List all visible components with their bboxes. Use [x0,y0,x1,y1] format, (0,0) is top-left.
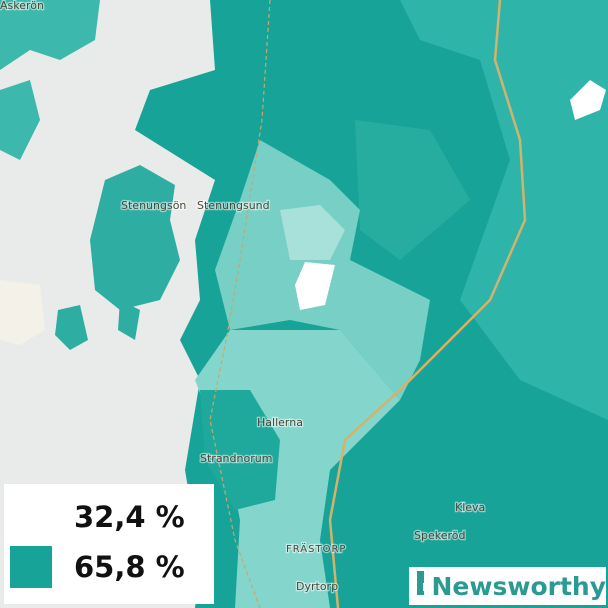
brand: Newsworthy [409,567,606,605]
place-label: Askerön [0,0,44,12]
legend-swatch [10,496,52,538]
region-white [570,80,606,120]
legend-swatch [10,546,52,588]
place-label: Spekeröd [414,529,465,542]
legend-item: 65,8 % [10,546,185,588]
region [355,120,470,260]
island [118,300,140,340]
place-label: Stenungsund [197,199,270,212]
island [90,165,180,310]
brand-name: Newsworthy [431,571,607,601]
place-label: Kleva [455,501,485,514]
region [200,390,280,510]
island [55,305,88,350]
place-label: Stenungsön [121,199,186,212]
region-lighter [280,205,345,260]
land [0,80,40,160]
brand-logo [417,571,424,595]
legend-label: 32,4 % [74,500,185,534]
land-gray [0,280,45,345]
region [400,0,608,420]
place-label: Dyrtorp [296,580,338,593]
highway [328,0,527,608]
legend-item: 32,4 % [10,496,185,538]
region-white [295,262,335,310]
place-label: Strandnorum [200,452,272,465]
place-label: FRÄSTORP [286,542,346,555]
land [0,0,100,70]
place-label: Hallerna [257,416,303,429]
legend: 32,4 % 65,8 % [4,484,214,604]
railway [209,0,271,608]
legend-label: 65,8 % [74,550,185,584]
